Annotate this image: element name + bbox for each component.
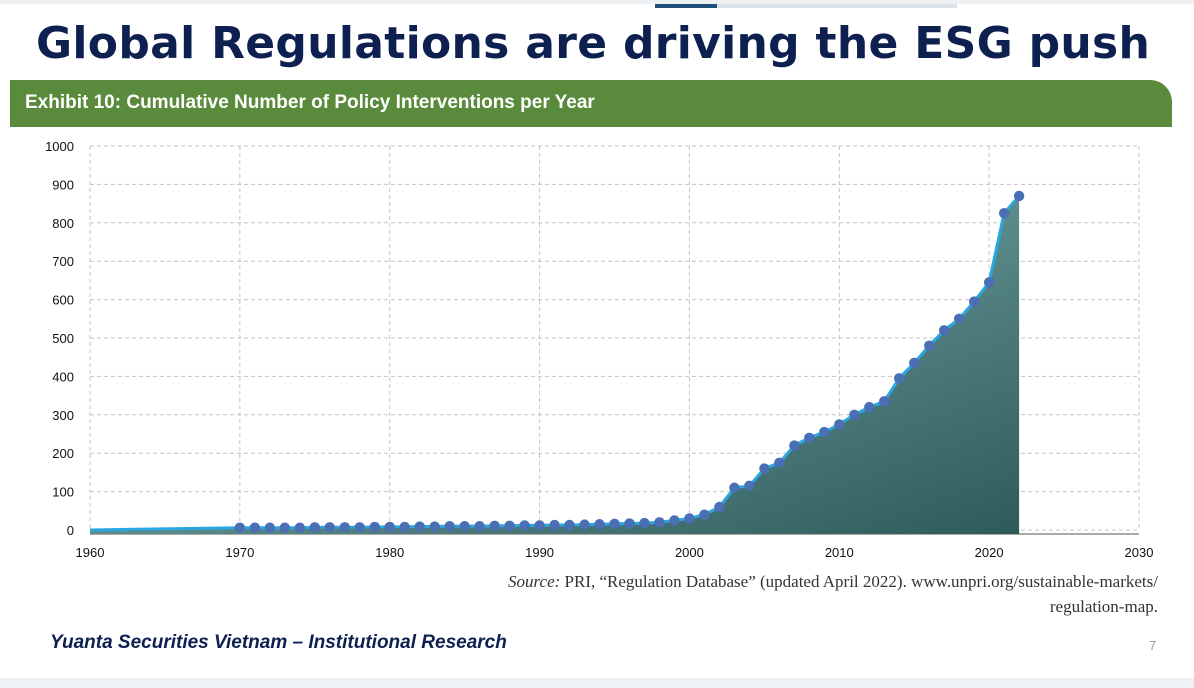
x-tick-label: 1980 — [375, 545, 404, 560]
y-tick-label: 200 — [52, 446, 74, 461]
data-point — [684, 513, 695, 524]
bottom-strip — [0, 678, 1194, 688]
data-point — [489, 520, 500, 531]
data-point — [579, 519, 590, 530]
data-point — [849, 409, 860, 420]
data-point — [414, 521, 425, 532]
data-point — [924, 340, 935, 351]
data-point — [1013, 190, 1025, 202]
data-point — [669, 515, 680, 526]
y-tick-label: 100 — [52, 485, 74, 500]
x-tick-label: 2010 — [825, 545, 854, 560]
marker-layer — [234, 190, 1025, 533]
data-point — [429, 521, 440, 532]
x-tick-label: 1990 — [525, 545, 554, 560]
source-label: Source: — [508, 572, 561, 591]
data-point — [909, 357, 920, 369]
top-tab-light — [717, 4, 957, 8]
source-text-continued: regulation-map. — [1049, 597, 1158, 616]
data-point — [474, 520, 485, 532]
data-point — [624, 518, 635, 529]
data-point — [294, 522, 305, 533]
y-tick-label: 300 — [52, 408, 74, 423]
data-point — [594, 519, 605, 530]
top-rule — [0, 0, 1194, 4]
policy-interventions-chart: 0 100 200 300 400 500 600 700 800 900 1000 1960 1970… — [45, 139, 1153, 560]
data-point — [789, 440, 800, 451]
data-point — [968, 296, 980, 307]
data-point — [744, 480, 755, 492]
page-number: 7 — [1149, 638, 1157, 653]
data-point — [249, 522, 261, 533]
x-tick-label: 1970 — [225, 545, 254, 560]
data-point — [983, 277, 995, 288]
data-point — [519, 520, 530, 531]
x-tick-label: 2020 — [975, 545, 1004, 560]
x-tick-label: 2000 — [675, 545, 704, 560]
data-point — [369, 521, 380, 533]
series-area — [90, 195, 1020, 535]
data-point — [819, 426, 830, 438]
top-tab-accent — [655, 4, 717, 8]
data-point — [894, 373, 905, 384]
x-tick-label: 2030 — [1125, 545, 1154, 560]
y-tick-label: 0 — [67, 523, 74, 538]
data-point — [938, 325, 950, 336]
data-point — [953, 313, 965, 324]
exhibit-title: Exhibit 10: Cumulative Number of Policy … — [25, 92, 595, 113]
data-point — [534, 520, 545, 531]
data-point — [804, 432, 815, 444]
x-tick-label: 1960 — [76, 545, 105, 560]
source-text: PRI, “Regulation Database” (updated Apri… — [560, 572, 1158, 591]
y-tick-label: 400 — [52, 369, 74, 384]
data-point — [774, 457, 785, 468]
data-point — [399, 521, 410, 533]
data-point — [234, 522, 246, 533]
data-point — [729, 482, 740, 493]
data-point — [699, 509, 710, 520]
y-tick-label: 800 — [52, 216, 74, 231]
y-tick-label: 600 — [52, 293, 74, 308]
data-point — [834, 419, 845, 430]
data-point — [339, 522, 350, 533]
data-point — [549, 519, 560, 531]
data-point — [609, 518, 620, 530]
data-point — [879, 396, 890, 407]
data-point — [444, 520, 455, 532]
data-point — [639, 517, 650, 529]
data-point — [714, 501, 725, 513]
data-point — [459, 520, 470, 532]
data-point — [759, 463, 770, 474]
footer-text: Yuanta Securities Vietnam – Institutiona… — [50, 632, 507, 653]
source-note: Source: PRI, “Regulation Database” (upda… — [358, 569, 1158, 619]
area-layer — [90, 195, 1020, 535]
y-tick-label: 700 — [52, 254, 74, 269]
slide-title: Global Regulations are driving the ESG p… — [36, 18, 1151, 69]
data-point — [654, 517, 665, 528]
data-point — [504, 520, 515, 531]
y-tick-label: 900 — [52, 177, 74, 192]
y-tick-label: 500 — [52, 331, 74, 346]
data-point — [998, 208, 1010, 219]
data-point — [264, 522, 276, 533]
data-point — [309, 522, 320, 533]
data-point — [279, 522, 291, 533]
exhibit-header-bar: Exhibit 10: Cumulative Number of Policy … — [10, 80, 1172, 127]
data-point — [864, 401, 875, 413]
data-point — [564, 519, 575, 531]
data-point — [354, 522, 365, 533]
data-point — [324, 522, 335, 533]
data-point — [384, 521, 395, 533]
y-tick-label: 1000 — [45, 139, 74, 154]
tick-label-layer: 0 100 200 300 400 500 600 700 800 900 1000 1960 1970… — [45, 139, 1153, 560]
